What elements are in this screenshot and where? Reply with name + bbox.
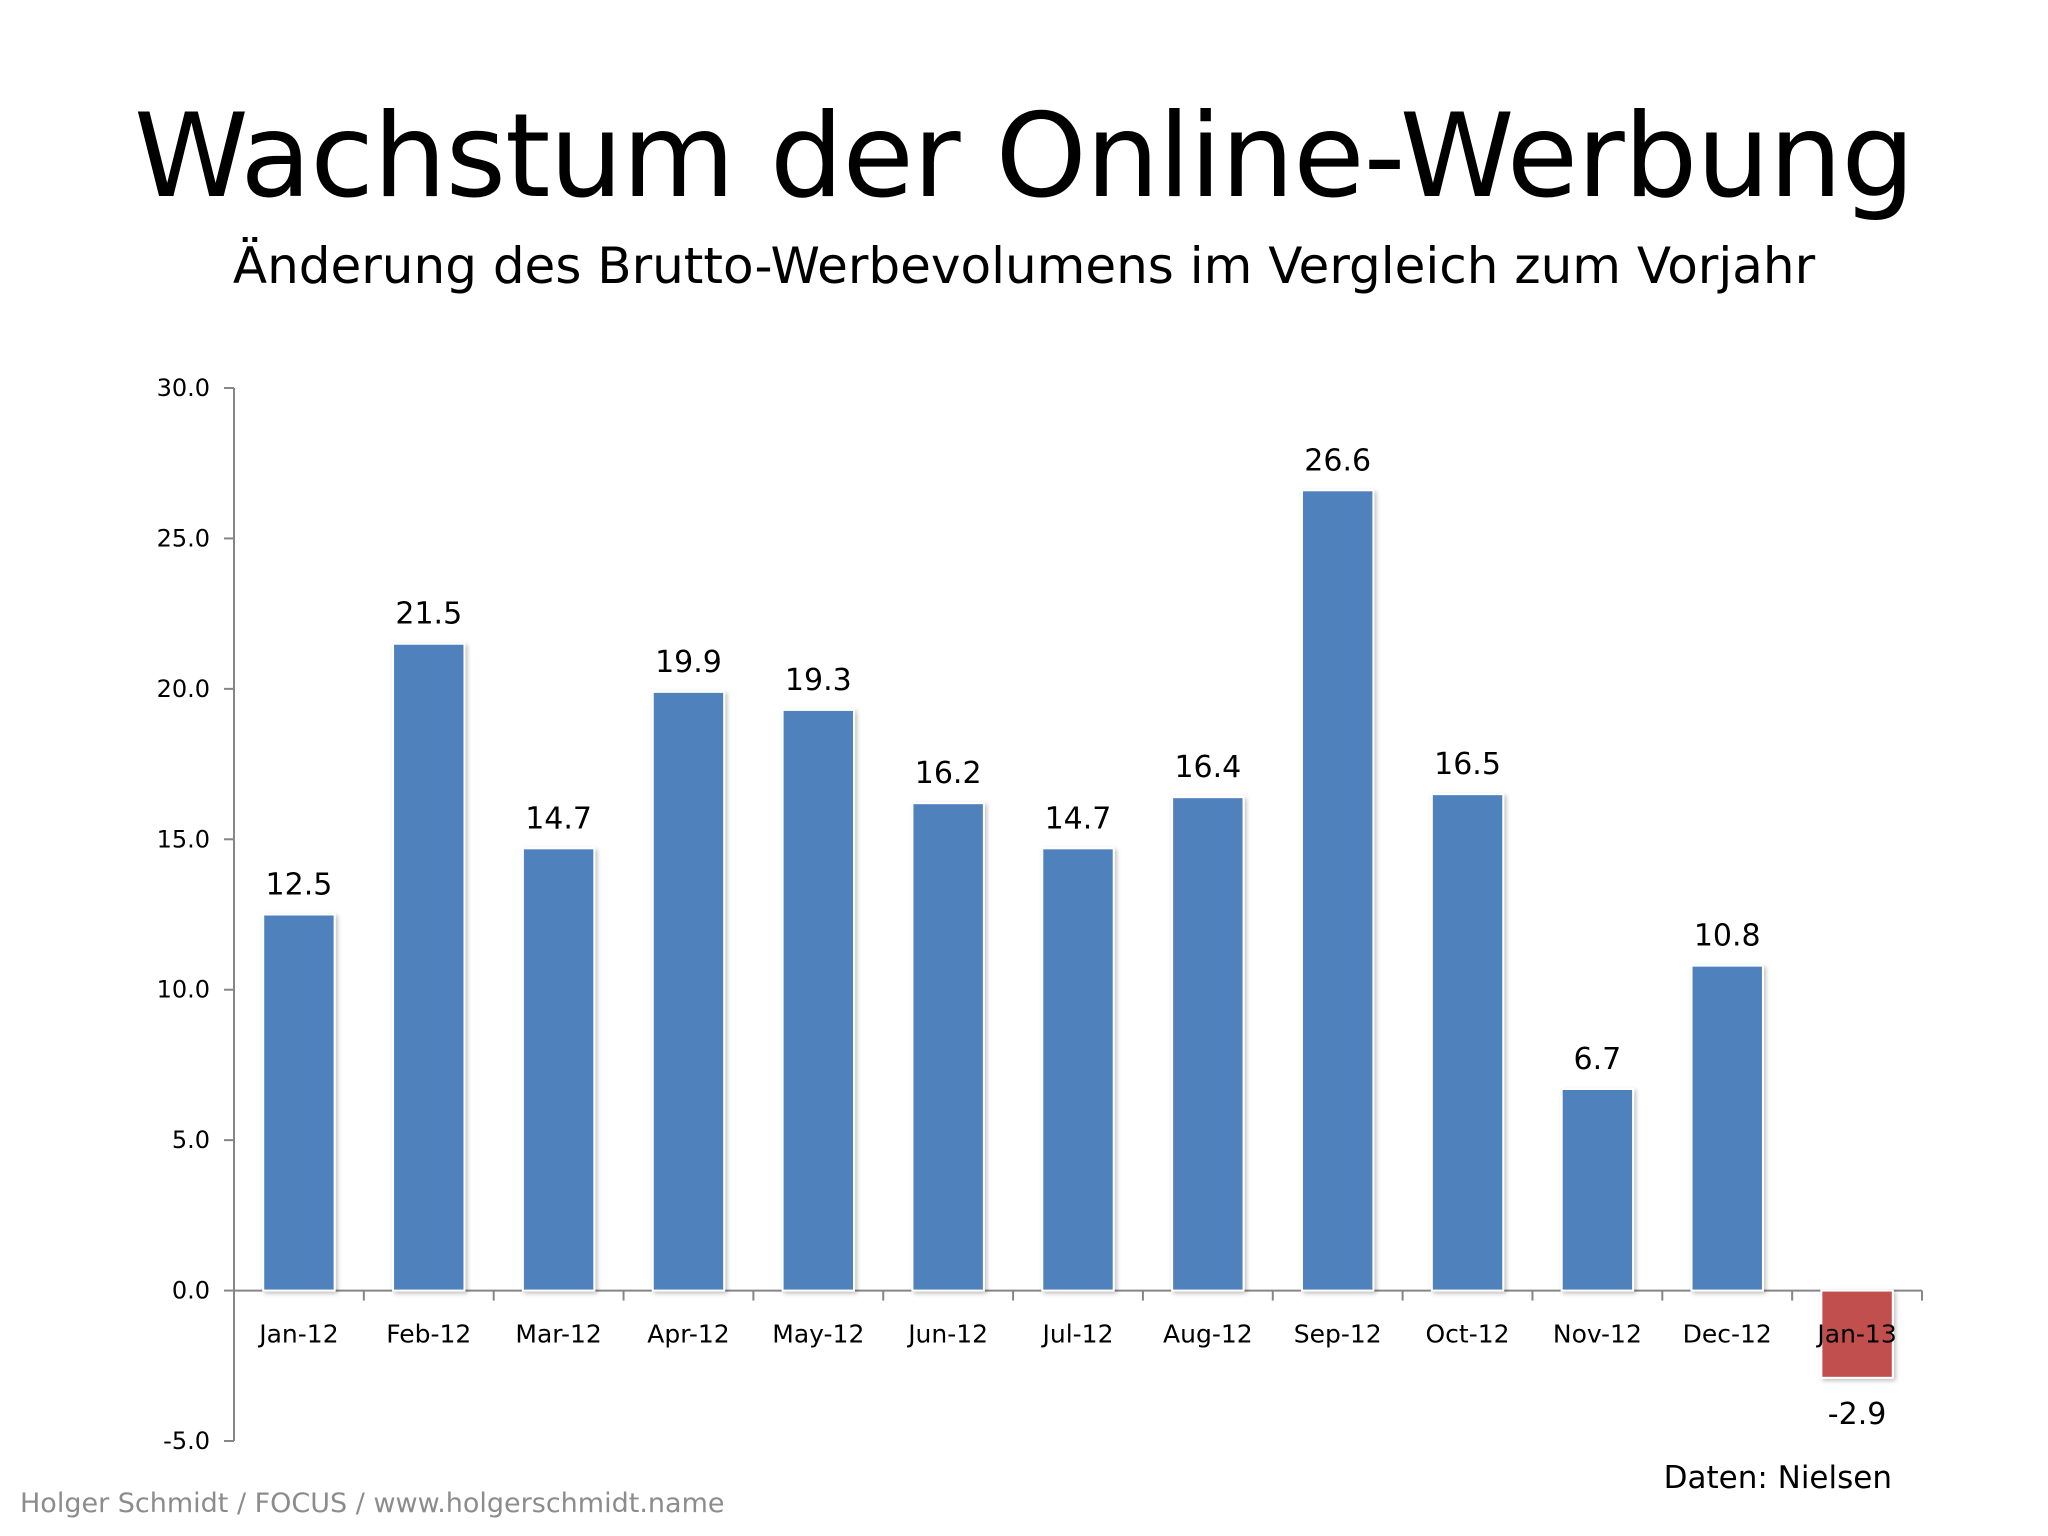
x-category-label: Nov-12 [1553, 1320, 1642, 1349]
x-category-label: Feb-12 [386, 1320, 471, 1349]
bar-oct-12 [1430, 793, 1505, 1292]
x-category-label: Jun-12 [906, 1320, 988, 1349]
data-label: 14.7 [525, 801, 592, 836]
chart-title: Wachstum der Online-Werbung [133, 89, 1915, 224]
bar-feb-12 [392, 642, 466, 1292]
y-tick-label: -5.0 [163, 1427, 210, 1455]
bar-dec-12 [1690, 964, 1764, 1292]
bar-mar-12 [521, 847, 596, 1292]
data-label: 14.7 [1045, 801, 1112, 836]
chart-subtitle: Änderung des Brutto-Werbevolumens im Ver… [232, 237, 1816, 295]
data-label: -2.9 [1828, 1397, 1887, 1432]
y-tick-label: 20.0 [157, 675, 210, 703]
bar-sep-12 [1300, 489, 1375, 1292]
x-category-label: May-12 [772, 1320, 864, 1349]
data-label: 10.8 [1694, 919, 1761, 954]
data-label: 16.4 [1174, 750, 1241, 785]
y-tick-label: 15.0 [157, 825, 210, 853]
bar-apr-12 [651, 690, 726, 1292]
bar-jul-12 [1041, 847, 1115, 1292]
y-tick-label: 0.0 [172, 1277, 210, 1305]
data-label: 19.9 [655, 645, 722, 680]
x-category-label: Jan-13 [1815, 1320, 1896, 1349]
source-credit: Holger Schmidt / FOCUS / www.holgerschmi… [20, 1488, 725, 1519]
bar-nov-12 [1560, 1087, 1635, 1292]
data-label: 26.6 [1304, 443, 1371, 478]
data-source-note: Daten: Nielsen [1663, 1460, 1892, 1496]
y-tick-label: 25.0 [157, 524, 210, 552]
x-category-label: Jan-12 [257, 1320, 338, 1349]
data-label: 12.5 [266, 868, 333, 903]
x-category-label: Dec-12 [1683, 1320, 1772, 1349]
x-category-label: Mar-12 [515, 1320, 601, 1349]
x-category-label: Jul-12 [1041, 1320, 1114, 1349]
data-label: 19.3 [785, 663, 852, 698]
x-category-label: Sep-12 [1294, 1320, 1382, 1349]
data-label: 6.7 [1574, 1042, 1622, 1077]
data-label: 16.2 [915, 756, 982, 791]
x-category-label: Apr-12 [647, 1320, 729, 1349]
bar-may-12 [781, 708, 856, 1292]
bar-jan-13 [1820, 1289, 1894, 1379]
bar-aug-12 [1171, 796, 1245, 1292]
y-tick-label: 30.0 [157, 374, 210, 402]
y-tick-label: 10.0 [157, 976, 210, 1004]
x-category-label: Aug-12 [1163, 1320, 1253, 1349]
bar-jan-12 [262, 913, 336, 1292]
bar-jun-12 [911, 802, 985, 1292]
data-label: 21.5 [395, 597, 462, 632]
data-label: 16.5 [1434, 747, 1501, 782]
x-category-label: Oct-12 [1426, 1320, 1510, 1349]
y-tick-label: 5.0 [172, 1126, 210, 1154]
